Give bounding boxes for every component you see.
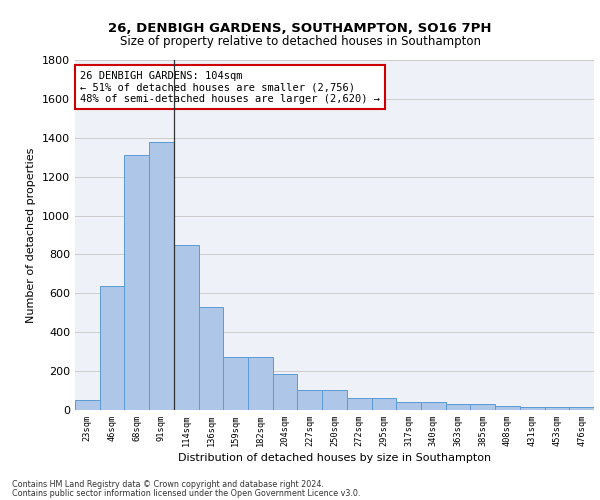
Bar bbox=[371, 398, 396, 410]
Bar bbox=[100, 286, 124, 410]
Bar bbox=[75, 400, 100, 410]
Bar bbox=[495, 406, 520, 410]
Bar bbox=[124, 156, 149, 410]
Bar bbox=[199, 307, 223, 410]
Text: Contains public sector information licensed under the Open Government Licence v3: Contains public sector information licen… bbox=[12, 488, 361, 498]
Bar bbox=[223, 356, 248, 410]
X-axis label: Distribution of detached houses by size in Southampton: Distribution of detached houses by size … bbox=[178, 454, 491, 464]
Bar bbox=[569, 408, 594, 410]
Bar bbox=[470, 404, 495, 410]
Bar bbox=[273, 374, 298, 410]
Text: Contains HM Land Registry data © Crown copyright and database right 2024.: Contains HM Land Registry data © Crown c… bbox=[12, 480, 324, 489]
Text: 26 DENBIGH GARDENS: 104sqm
← 51% of detached houses are smaller (2,756)
48% of s: 26 DENBIGH GARDENS: 104sqm ← 51% of deta… bbox=[80, 70, 380, 104]
Bar bbox=[149, 142, 174, 410]
Bar bbox=[174, 244, 199, 410]
Text: 26, DENBIGH GARDENS, SOUTHAMPTON, SO16 7PH: 26, DENBIGH GARDENS, SOUTHAMPTON, SO16 7… bbox=[108, 22, 492, 36]
Bar bbox=[446, 404, 470, 410]
Bar bbox=[298, 390, 322, 410]
Bar bbox=[248, 356, 273, 410]
Bar bbox=[545, 408, 569, 410]
Bar bbox=[421, 402, 446, 410]
Bar bbox=[322, 390, 347, 410]
Bar bbox=[520, 408, 545, 410]
Bar bbox=[347, 398, 371, 410]
Text: Size of property relative to detached houses in Southampton: Size of property relative to detached ho… bbox=[119, 35, 481, 48]
Y-axis label: Number of detached properties: Number of detached properties bbox=[26, 148, 37, 322]
Bar bbox=[396, 402, 421, 410]
